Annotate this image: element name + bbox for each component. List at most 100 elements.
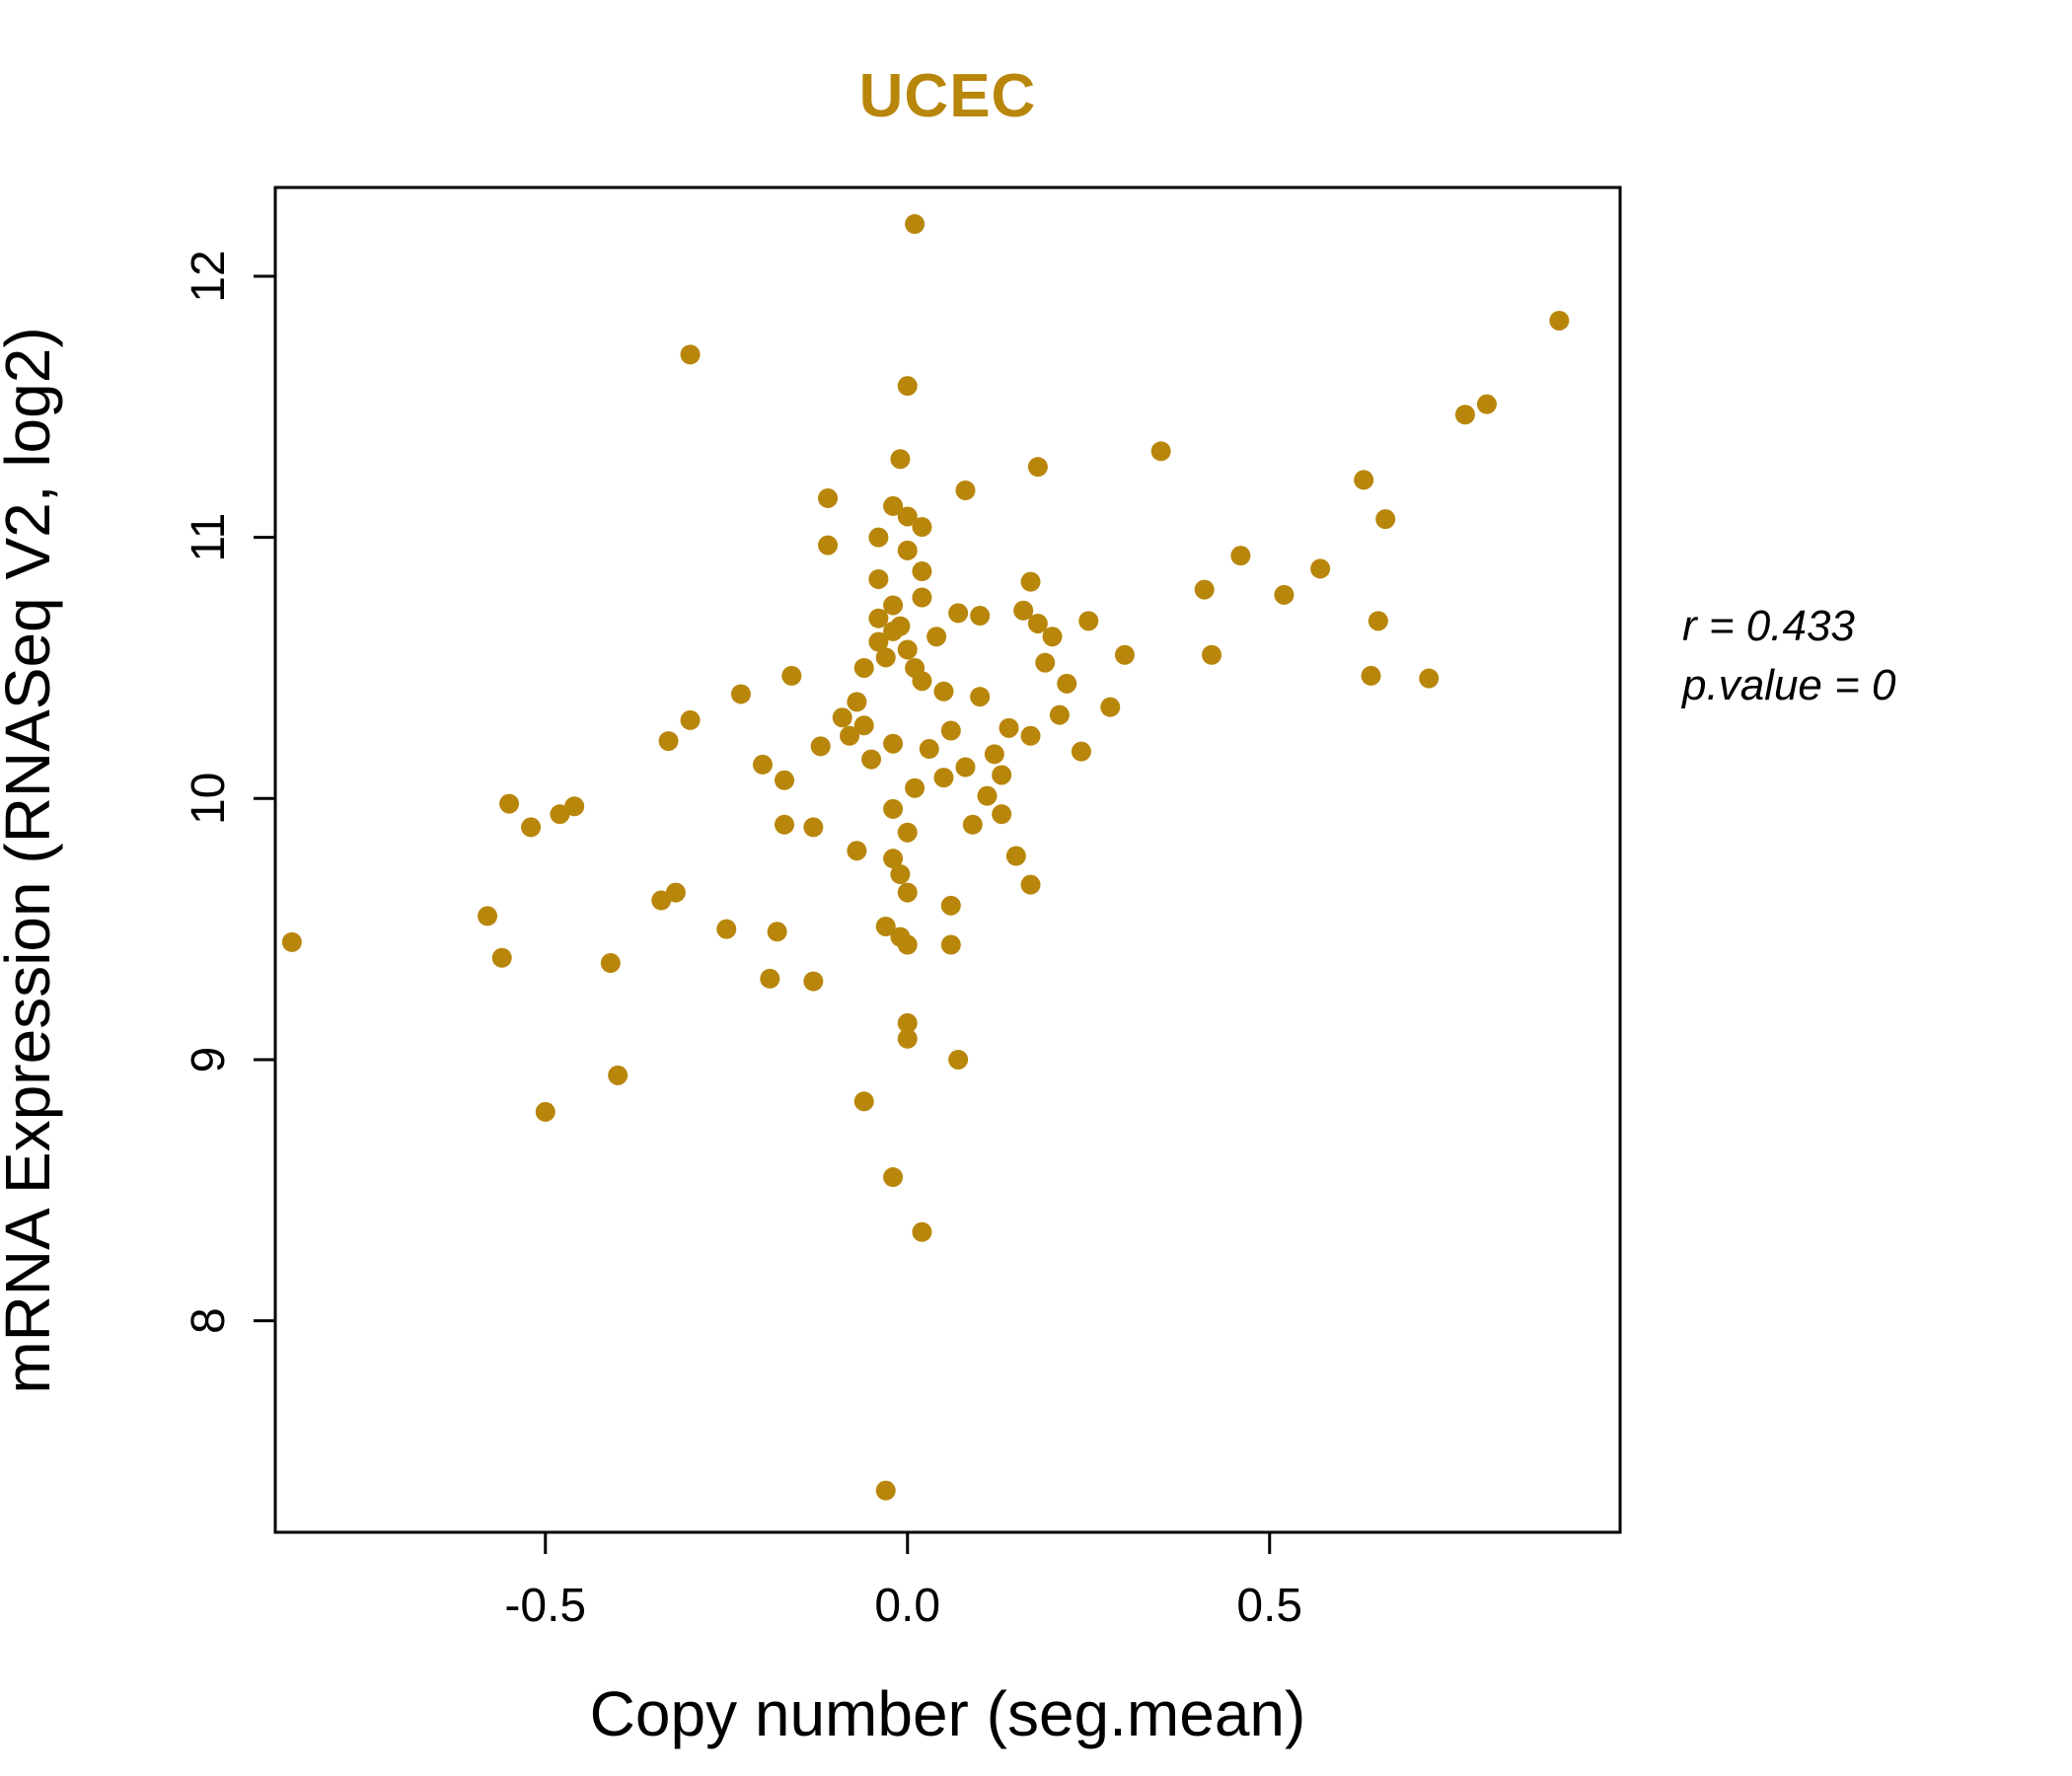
p-value-text: p.value = 0	[1682, 661, 1896, 709]
data-point	[767, 922, 787, 942]
y-tick-label: 11	[183, 513, 235, 562]
data-point	[897, 376, 918, 397]
data-point	[1202, 644, 1222, 665]
data-point	[861, 749, 882, 770]
data-point	[665, 882, 686, 903]
data-point	[897, 540, 918, 560]
data-point	[955, 481, 976, 501]
data-point	[970, 606, 991, 627]
r-value-text: r = 0.433	[1682, 602, 1855, 650]
data-point	[897, 934, 918, 955]
data-point	[730, 684, 751, 704]
data-point	[752, 754, 773, 775]
data-point	[818, 535, 839, 555]
data-point	[897, 882, 918, 903]
data-point	[608, 1065, 629, 1085]
data-point	[832, 707, 852, 728]
data-point	[919, 739, 939, 760]
data-point	[933, 768, 954, 788]
data-point	[905, 214, 925, 235]
data-point	[940, 934, 961, 955]
data-point	[853, 1091, 874, 1112]
y-tick-label: 9	[183, 1047, 235, 1073]
data-point	[883, 849, 904, 869]
data-point	[999, 717, 1019, 738]
data-point	[550, 804, 570, 825]
data-point	[810, 736, 831, 757]
data-point	[535, 1101, 555, 1122]
correlation-annotation: r = 0.433 p.value = 0	[1682, 597, 1896, 715]
data-point	[948, 1049, 969, 1070]
y-tick-label: 12	[183, 250, 235, 302]
data-point	[1419, 668, 1440, 689]
data-point	[521, 817, 542, 838]
data-point	[1020, 725, 1041, 746]
data-point	[883, 1167, 904, 1188]
data-point	[948, 603, 969, 624]
data-point	[868, 527, 889, 548]
data-point	[564, 796, 585, 817]
data-point	[897, 822, 918, 843]
data-point	[926, 627, 947, 647]
data-point	[818, 487, 839, 508]
chart-title: UCEC	[858, 62, 1037, 130]
y-axis-label: mRNA Expression (RNASeq V2, log2)	[0, 327, 63, 1394]
plot-border	[273, 185, 1622, 1534]
data-point	[875, 647, 896, 668]
data-point	[890, 864, 911, 885]
data-point	[774, 814, 794, 835]
data-point	[890, 449, 911, 470]
data-point	[1230, 546, 1251, 566]
data-point	[875, 1480, 896, 1501]
data-point	[774, 770, 794, 790]
data-point	[1114, 644, 1135, 665]
data-point	[1310, 558, 1331, 579]
data-point	[1020, 874, 1041, 895]
data-point	[651, 890, 672, 911]
data-point	[897, 1028, 918, 1049]
data-point	[478, 906, 498, 926]
data-point	[680, 344, 701, 365]
data-point	[868, 631, 889, 652]
data-point	[905, 777, 925, 798]
data-point	[1375, 509, 1396, 530]
data-point	[1150, 441, 1171, 462]
data-point	[883, 798, 904, 819]
x-axis-label: Copy number (seg.mean)	[589, 1678, 1306, 1749]
data-point	[1354, 470, 1374, 490]
data-point	[1454, 405, 1475, 425]
data-point	[803, 817, 824, 838]
data-point	[499, 793, 520, 814]
data-point	[1027, 613, 1048, 633]
data-point	[883, 495, 904, 516]
data-point	[1005, 846, 1026, 866]
x-tick-label: 0.5	[1236, 1580, 1302, 1632]
data-point	[760, 968, 780, 989]
data-point	[897, 506, 918, 527]
data-point	[883, 733, 904, 754]
data-point	[984, 744, 1004, 765]
data-point	[962, 814, 983, 835]
data-point	[1013, 600, 1034, 621]
data-point	[897, 639, 918, 660]
data-point	[912, 517, 932, 538]
data-point	[940, 895, 961, 916]
data-point	[940, 720, 961, 741]
data-point	[1549, 310, 1570, 331]
data-point	[933, 681, 954, 702]
data-point	[868, 608, 889, 629]
data-point	[847, 841, 867, 861]
data-point	[970, 687, 991, 707]
data-point	[1071, 741, 1091, 762]
data-point	[1042, 627, 1063, 647]
data-point	[847, 692, 867, 712]
x-tick-label: -0.5	[504, 1580, 586, 1632]
data-point	[897, 1012, 918, 1033]
data-point	[781, 665, 802, 686]
data-point	[1100, 697, 1121, 717]
data-point	[883, 595, 904, 616]
data-point	[491, 947, 512, 968]
data-point	[1476, 394, 1497, 414]
data-point	[1035, 652, 1056, 673]
